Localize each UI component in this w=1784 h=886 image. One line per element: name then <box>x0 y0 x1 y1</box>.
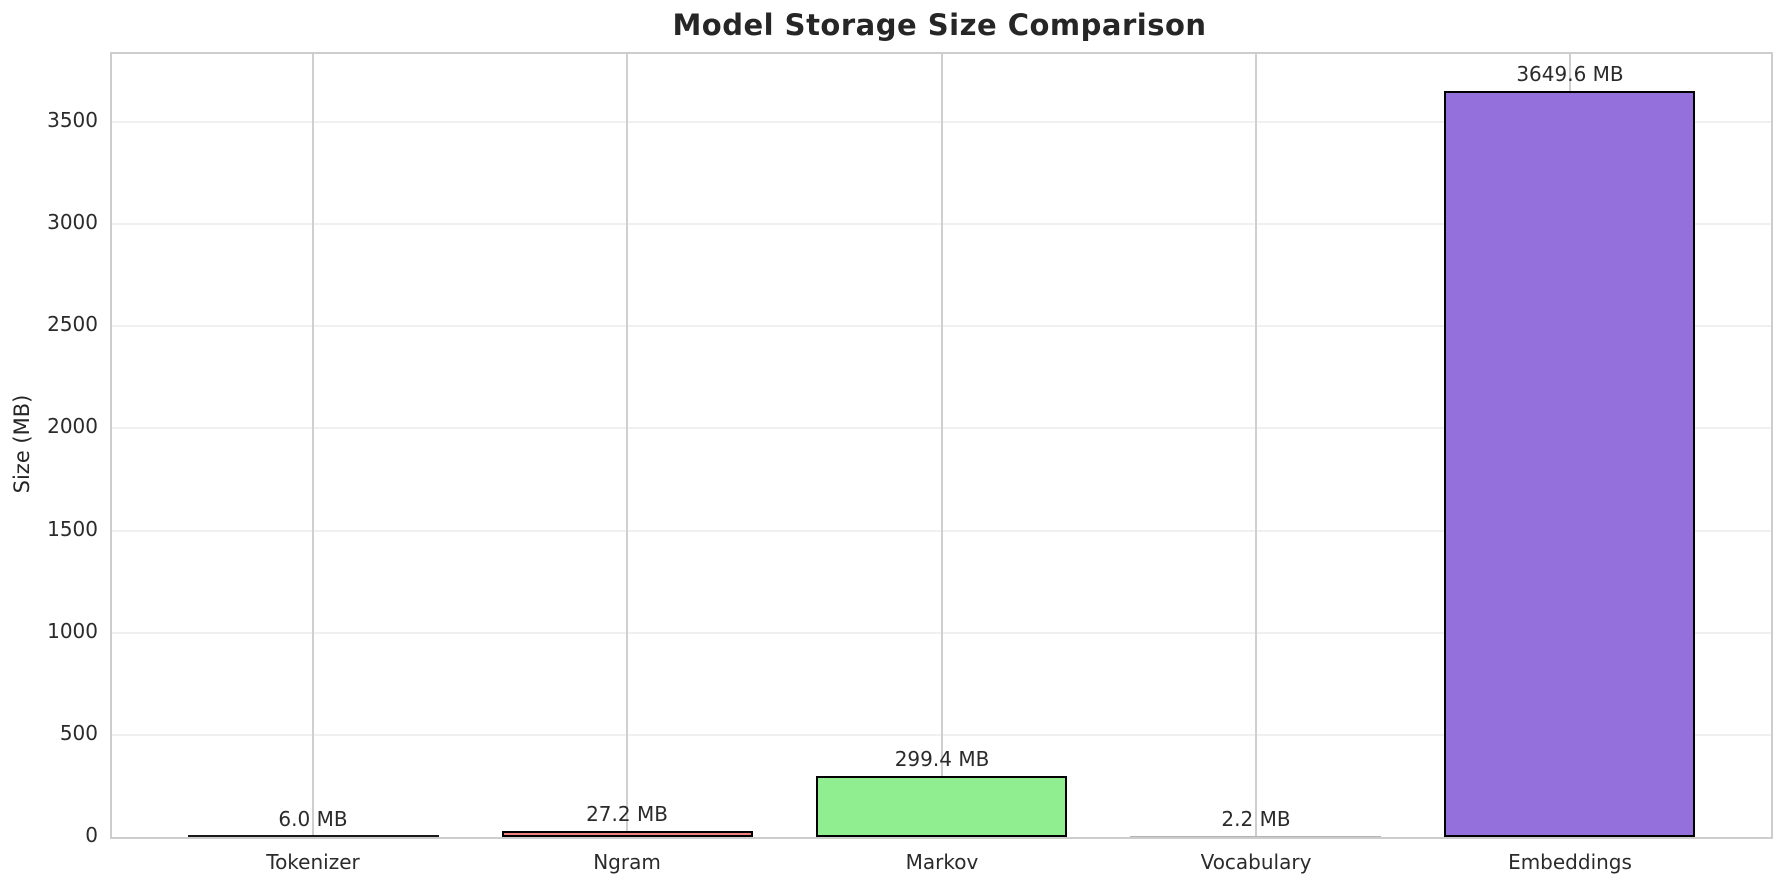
y-tick-label: 500 <box>59 720 98 745</box>
y-tick-label: 3500 <box>47 107 98 132</box>
chart-title: Model Storage Size Comparison <box>672 8 1207 42</box>
y-tick-label: 1500 <box>47 516 98 541</box>
y-tick-label: 0 <box>85 823 98 847</box>
y-tick-label: 2500 <box>47 312 98 337</box>
y-axis-label: Size (MB) <box>10 394 34 494</box>
bar-vocabulary <box>1130 836 1381 837</box>
bar-value-label: 3649.6 MB <box>1516 62 1624 87</box>
bar-tokenizer <box>188 835 439 837</box>
bar-embeddings <box>1444 91 1695 837</box>
gridline-vertical <box>1254 54 1257 837</box>
bar-value-label: 6.0 MB <box>278 806 348 831</box>
x-tick-label: Tokenizer <box>266 850 360 874</box>
gridline-vertical <box>626 54 629 837</box>
plot-area: 0 500 1000 1500 2000 2500 3000 3500 6.0 MB Tokeni… <box>47 52 1773 874</box>
x-tick-label: Vocabulary <box>1200 850 1312 874</box>
gridline-vertical <box>312 54 315 837</box>
bar-ngram <box>502 831 753 837</box>
x-tick-label: Markov <box>905 850 979 874</box>
bar-value-label: 27.2 MB <box>586 802 668 827</box>
y-tick-label: 1000 <box>47 618 98 643</box>
bar-markov <box>816 776 1067 837</box>
y-tick-label: 3000 <box>47 210 98 234</box>
bar-value-label: 2.2 MB <box>1221 807 1291 831</box>
y-tick-label: 2000 <box>47 414 98 439</box>
x-tick-label: Embeddings <box>1508 850 1632 874</box>
x-tick-label: Ngram <box>593 850 661 874</box>
bar-value-label: 299.4 MB <box>894 746 990 771</box>
gridline-vertical <box>940 54 943 837</box>
